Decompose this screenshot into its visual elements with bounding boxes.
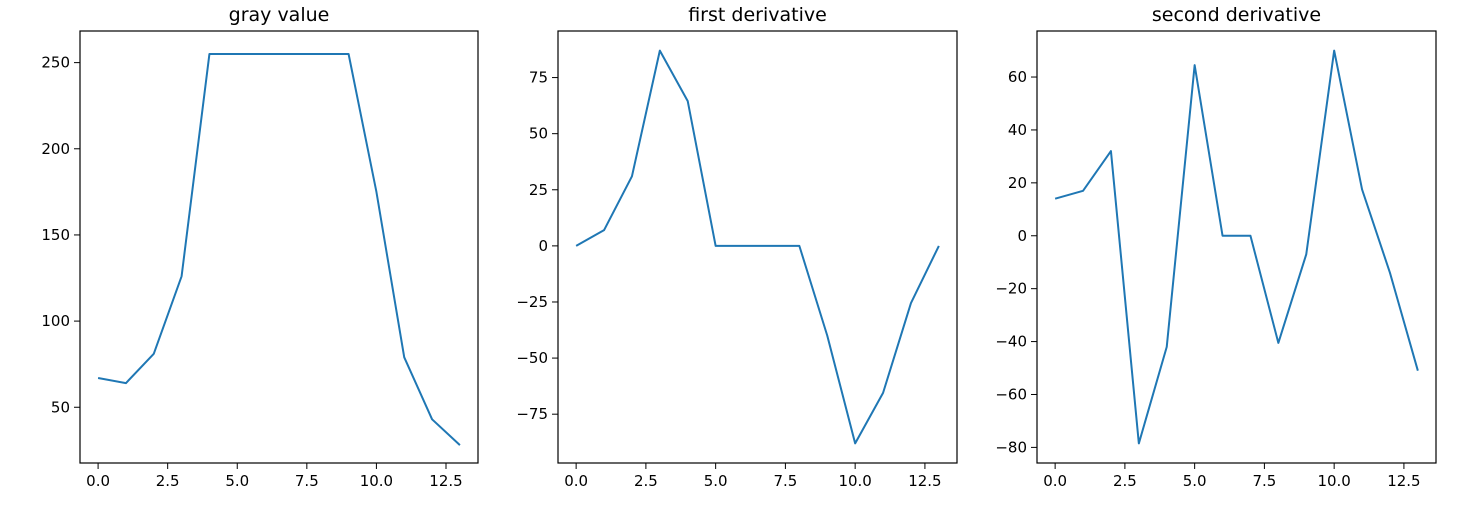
y-tick-label: 50 [529, 125, 548, 143]
axes-frame [79, 30, 479, 464]
y-tick-label: −60 [995, 385, 1027, 403]
y-axis: −75 −50 −25 0 25 50 75 [516, 69, 558, 423]
x-tick-label: 2.5 [634, 472, 658, 490]
subplot-title: second derivative [1152, 4, 1321, 26]
subplot-gray-value: gray value 0.0 2.5 5.0 7.5 10.0 12.5 50 100 150… [41, 4, 479, 490]
y-tick-label: −20 [995, 280, 1027, 298]
x-axis: 0.0 2.5 5.0 7.5 10.0 12.5 [564, 463, 942, 490]
y-tick-label: −40 [995, 333, 1027, 351]
x-axis: 0.0 2.5 5.0 7.5 10.0 12.5 [1043, 463, 1421, 490]
x-tick-label: 12.5 [1387, 472, 1420, 490]
x-tick-label: 10.0 [1317, 472, 1350, 490]
y-axis: −80 −60 −40 −20 0 20 40 60 [995, 68, 1037, 456]
x-tick-label: 5.0 [1183, 472, 1207, 490]
x-tick-label: 0.0 [564, 472, 588, 490]
y-tick-label: 150 [41, 226, 70, 244]
series-line [97, 53, 461, 446]
y-tick-label: 75 [529, 69, 548, 87]
y-tick-label: 0 [1017, 227, 1027, 245]
x-tick-label: 5.0 [225, 472, 249, 490]
y-tick-label: 200 [41, 140, 70, 158]
y-tick-label: 25 [529, 181, 548, 199]
x-tick-label: 10.0 [360, 472, 393, 490]
x-axis: 0.0 2.5 5.0 7.5 10.0 12.5 [86, 463, 463, 490]
axes-frame [557, 30, 958, 464]
x-tick-label: 10.0 [838, 472, 871, 490]
y-tick-label: −75 [516, 405, 548, 423]
y-axis: 50 100 150 200 250 [41, 54, 80, 416]
y-tick-label: 0 [538, 237, 548, 255]
subplot-title: gray value [229, 4, 330, 26]
y-tick-label: 50 [51, 398, 70, 416]
series-line [575, 49, 940, 445]
x-tick-label: 5.0 [704, 472, 728, 490]
x-tick-label: 0.0 [1043, 472, 1067, 490]
x-tick-label: 12.5 [429, 472, 462, 490]
subplot-title: first derivative [688, 4, 827, 26]
y-tick-label: −25 [516, 293, 548, 311]
series-line [1054, 49, 1419, 445]
y-tick-label: −80 [995, 438, 1027, 456]
axes-frame [1036, 30, 1437, 464]
x-tick-label: 0.0 [86, 472, 110, 490]
y-tick-label: 250 [41, 54, 70, 72]
x-tick-label: 2.5 [156, 472, 180, 490]
x-tick-label: 2.5 [1113, 472, 1137, 490]
y-tick-label: −50 [516, 349, 548, 367]
y-tick-label: 100 [41, 312, 70, 330]
subplot-first-derivative: first derivative 0.0 2.5 5.0 7.5 10.0 12.5 −7… [516, 4, 958, 490]
y-tick-label: 60 [1008, 68, 1027, 86]
x-tick-label: 7.5 [773, 472, 797, 490]
x-tick-label: 12.5 [908, 472, 941, 490]
y-tick-label: 20 [1008, 174, 1027, 192]
x-tick-label: 7.5 [295, 472, 319, 490]
y-tick-label: 40 [1008, 121, 1027, 139]
subplot-second-derivative: second derivative 0.0 2.5 5.0 7.5 10.0 12.5 −… [995, 4, 1437, 490]
x-tick-label: 7.5 [1252, 472, 1276, 490]
